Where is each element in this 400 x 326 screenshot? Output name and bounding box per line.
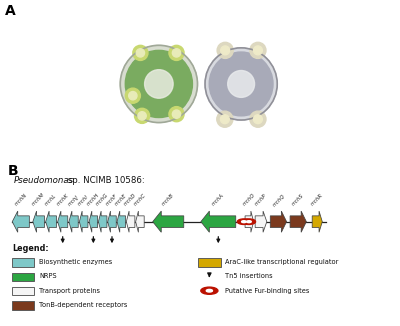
Polygon shape [126, 211, 135, 232]
Text: mchD: mchD [124, 193, 138, 207]
Polygon shape [79, 211, 88, 232]
Text: AraC-like transcriptional regulator: AraC-like transcriptional regulator [225, 259, 339, 265]
Text: B: B [8, 164, 19, 178]
Circle shape [138, 112, 146, 120]
Polygon shape [153, 211, 184, 232]
Text: mchP: mchP [254, 193, 268, 207]
Circle shape [169, 45, 184, 60]
Circle shape [205, 48, 277, 120]
Polygon shape [98, 211, 107, 232]
Circle shape [206, 289, 212, 292]
Circle shape [242, 221, 246, 223]
Circle shape [136, 49, 144, 57]
Circle shape [209, 52, 273, 116]
Text: Biosynthetic enzymes: Biosynthetic enzymes [39, 259, 112, 265]
Circle shape [129, 92, 137, 100]
Circle shape [220, 115, 229, 124]
Text: mchN: mchN [14, 193, 28, 207]
Polygon shape [117, 211, 126, 232]
Text: mchO: mchO [242, 193, 256, 207]
Text: Transport proteins: Transport proteins [39, 288, 100, 294]
Polygon shape [12, 211, 29, 232]
Text: A: A [5, 4, 16, 18]
Circle shape [125, 88, 140, 103]
Polygon shape [108, 211, 116, 232]
Circle shape [250, 42, 266, 58]
Circle shape [169, 107, 184, 122]
Text: Putative Fur-binding sites: Putative Fur-binding sites [225, 288, 310, 294]
Circle shape [250, 111, 266, 127]
Text: sp. NCIMB 10586:: sp. NCIMB 10586: [66, 176, 145, 185]
Text: mchF: mchF [105, 193, 119, 207]
Polygon shape [290, 211, 306, 232]
Text: mchS: mchS [291, 193, 305, 207]
FancyBboxPatch shape [198, 258, 221, 267]
Polygon shape [58, 211, 68, 232]
Text: Pseudomonas: Pseudomonas [14, 176, 74, 185]
FancyBboxPatch shape [12, 287, 34, 295]
Circle shape [144, 70, 173, 98]
Circle shape [217, 42, 233, 58]
Circle shape [172, 49, 181, 57]
Circle shape [172, 110, 181, 118]
Text: mchI: mchI [77, 194, 90, 207]
Polygon shape [69, 211, 78, 232]
Text: mchH: mchH [86, 193, 100, 207]
Polygon shape [312, 211, 322, 232]
Circle shape [134, 108, 150, 124]
Polygon shape [136, 211, 144, 232]
FancyBboxPatch shape [12, 301, 34, 310]
Circle shape [217, 111, 233, 127]
Polygon shape [255, 211, 267, 232]
Polygon shape [201, 211, 236, 232]
Text: TonB-dependent receptors: TonB-dependent receptors [39, 302, 128, 308]
Text: mchR: mchR [310, 193, 324, 207]
Polygon shape [245, 211, 254, 232]
Circle shape [125, 50, 192, 117]
Polygon shape [46, 211, 56, 232]
Text: mchG: mchG [96, 193, 110, 207]
Polygon shape [270, 211, 286, 232]
Polygon shape [33, 211, 44, 232]
Text: mchK: mchK [56, 193, 70, 207]
Text: Tn5 insertions: Tn5 insertions [225, 274, 273, 279]
Circle shape [120, 45, 198, 123]
Text: mchA: mchA [211, 193, 225, 207]
FancyBboxPatch shape [12, 258, 34, 267]
Circle shape [221, 46, 230, 55]
Circle shape [133, 45, 148, 60]
Text: mchC: mchC [133, 193, 147, 207]
Text: mchQ: mchQ [271, 193, 286, 207]
Text: Legend:: Legend: [12, 244, 48, 253]
Circle shape [254, 115, 262, 124]
Circle shape [247, 221, 251, 223]
Polygon shape [89, 211, 98, 232]
Text: mchB: mchB [161, 193, 175, 207]
Text: NRPS: NRPS [39, 274, 57, 279]
Text: mchE: mchE [114, 193, 128, 207]
Text: mchJ: mchJ [67, 194, 80, 207]
Circle shape [254, 46, 262, 55]
Circle shape [237, 219, 250, 224]
Circle shape [228, 70, 254, 97]
Circle shape [242, 219, 256, 224]
Circle shape [201, 287, 218, 294]
Text: mchM: mchM [31, 192, 46, 207]
Text: mchL: mchL [44, 193, 58, 207]
FancyBboxPatch shape [12, 273, 34, 281]
